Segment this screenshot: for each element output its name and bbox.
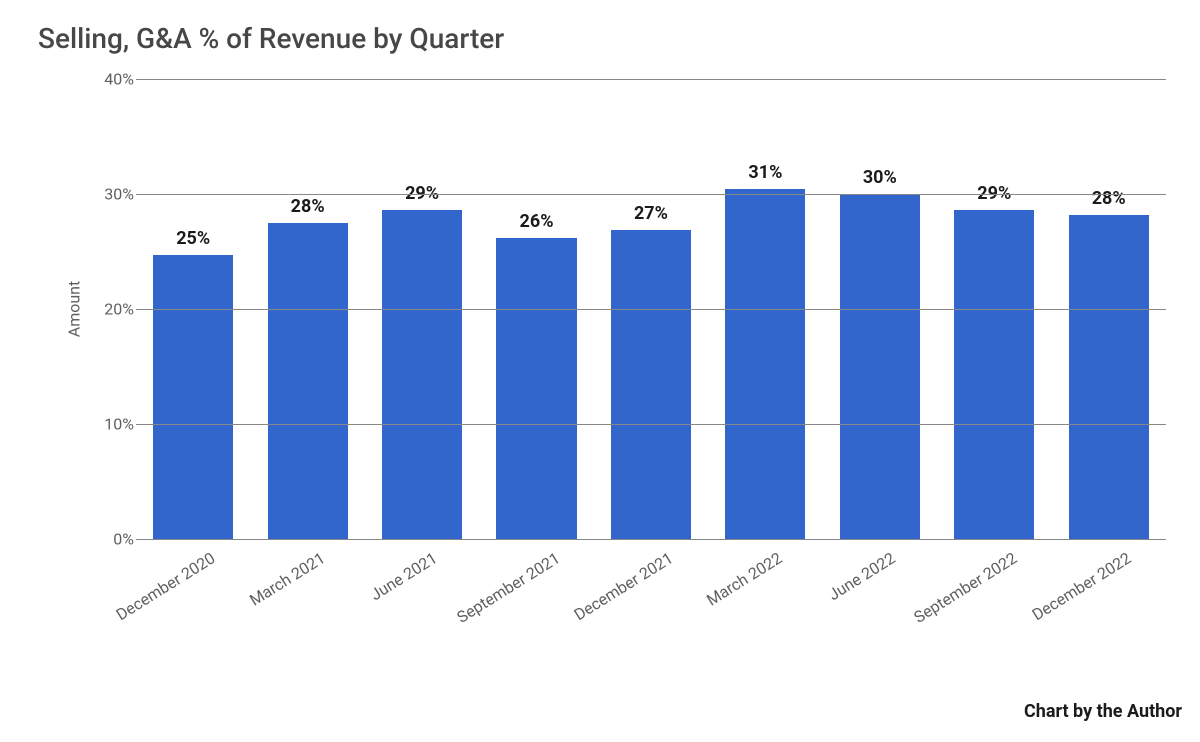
bar — [496, 238, 576, 539]
y-tick-label: 10% — [92, 415, 134, 434]
x-label-slot: December 2020 — [136, 539, 250, 659]
bar-value-label: 31% — [748, 162, 782, 183]
chart-container: Selling, G&A % of Revenue by Quarter Amo… — [38, 22, 1178, 539]
bar — [268, 223, 348, 539]
gridline — [136, 539, 1166, 540]
chart-caption: Chart by the Author — [1024, 701, 1182, 722]
x-tick-label: June 2022 — [825, 548, 899, 604]
x-label-slot: June 2021 — [365, 539, 479, 659]
bar — [611, 230, 691, 539]
x-labels-group: December 2020March 2021June 2021Septembe… — [136, 539, 1166, 659]
plot-area: 25%28%29%26%27%31%30%29%28% December 202… — [96, 79, 1166, 539]
chart-title: Selling, G&A % of Revenue by Quarter — [38, 22, 1178, 55]
bar-value-label: 27% — [634, 203, 668, 224]
bar — [153, 255, 233, 539]
bar — [840, 194, 920, 539]
x-label-slot: September 2022 — [937, 539, 1051, 659]
gridline — [136, 79, 1166, 80]
bar-value-label: 25% — [176, 228, 210, 249]
bar-value-label: 30% — [863, 167, 897, 188]
x-tick-label: June 2021 — [367, 548, 441, 604]
x-label-slot: March 2022 — [708, 539, 822, 659]
x-tick-label: March 2021 — [246, 548, 328, 609]
gridline — [136, 424, 1166, 425]
x-tick-label: March 2022 — [704, 548, 786, 609]
y-tick-label: 20% — [92, 300, 134, 319]
x-label-slot: March 2021 — [250, 539, 364, 659]
x-label-slot: September 2021 — [479, 539, 593, 659]
y-axis-label: Amount — [65, 281, 84, 337]
y-tick-label: 30% — [92, 185, 134, 204]
bar-value-label: 26% — [520, 211, 554, 232]
x-label-slot: June 2022 — [823, 539, 937, 659]
bar — [954, 210, 1034, 539]
bar — [1069, 215, 1149, 539]
y-tick-label: 40% — [92, 70, 134, 89]
x-label-slot: December 2022 — [1052, 539, 1166, 659]
gridline — [136, 309, 1166, 310]
bar — [725, 189, 805, 539]
bar — [382, 210, 462, 539]
bar-value-label: 28% — [1092, 188, 1126, 209]
y-tick-label: 0% — [92, 530, 134, 549]
gridline — [136, 194, 1166, 195]
x-label-slot: December 2021 — [594, 539, 708, 659]
plot-wrap: Amount 25%28%29%26%27%31%30%29%28% Decem… — [96, 79, 1166, 539]
x-tick-label: December 2020 — [113, 548, 219, 624]
bar-value-label: 28% — [291, 196, 325, 217]
